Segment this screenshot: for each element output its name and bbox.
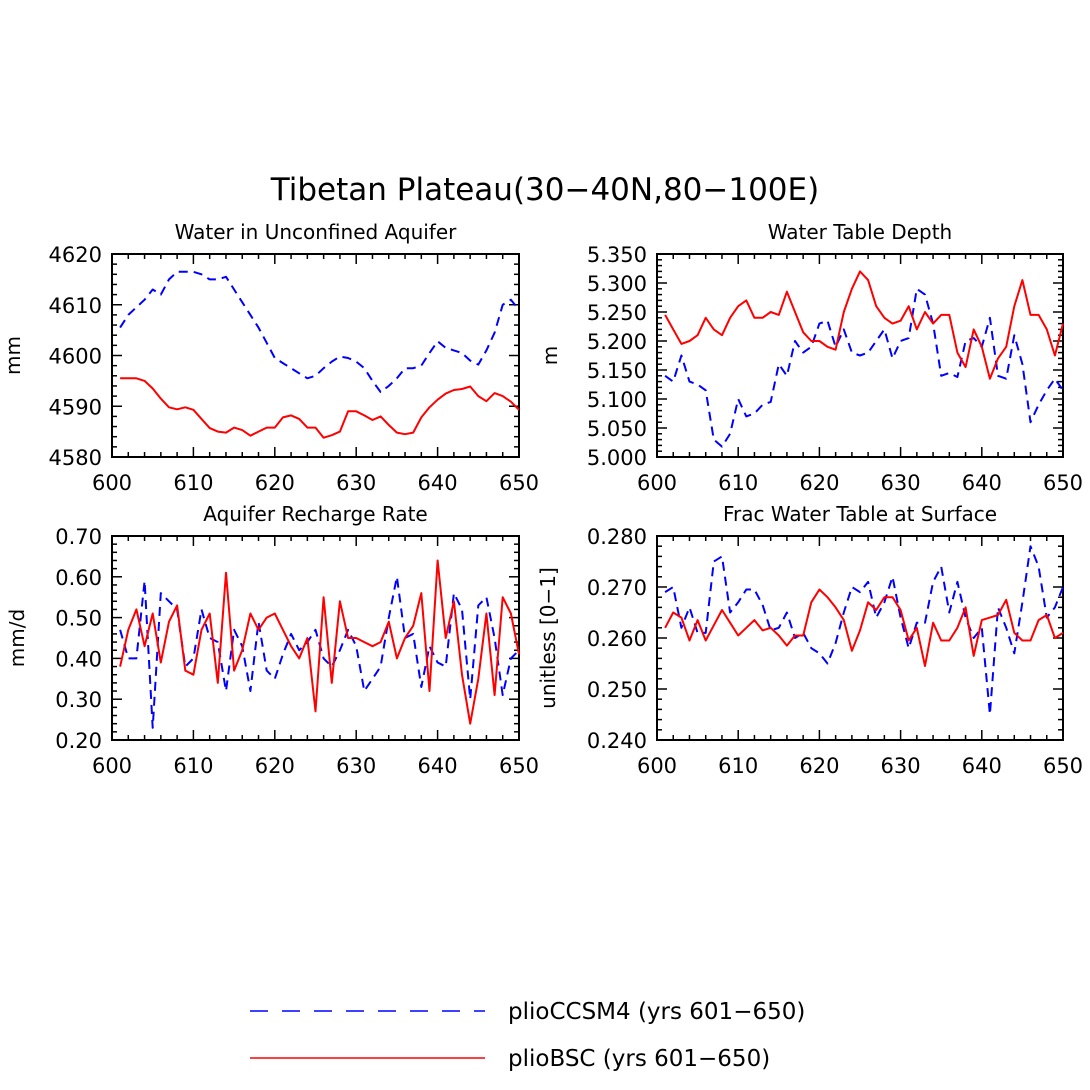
y-tick-label: 5.000 (587, 446, 647, 470)
y-tick-label: 4580 (49, 446, 102, 470)
x-tick-label: 620 (255, 471, 295, 495)
y-tick-label: 0.60 (55, 566, 102, 590)
legend-label: plioBSC (yrs 601−650) (508, 1046, 770, 1072)
figure-title: Tibetan Plateau(30−40N,80−100E) (270, 172, 819, 208)
plot-frame (111, 535, 520, 741)
x-tick-label: 630 (336, 471, 376, 495)
y-tick-label: 5.300 (587, 272, 647, 296)
x-tick-label: 630 (881, 471, 921, 495)
y-tick-label: 0.250 (587, 678, 647, 702)
series-line-plioBSC (664, 270, 1064, 380)
x-tick-label: 610 (173, 754, 213, 778)
x-tick-label: 650 (1043, 754, 1083, 778)
y-tick-label: 5.150 (587, 359, 647, 383)
series-line-plioBSC (119, 559, 520, 725)
legend-label: plioCCSM4 (yrs 601−650) (508, 999, 805, 1025)
plot-frame (656, 253, 1064, 458)
y-tick-label: 4610 (49, 294, 102, 318)
series-line-plioCCSM4 (119, 270, 520, 393)
x-tick-label: 620 (799, 754, 839, 778)
x-tick-label: 640 (962, 471, 1002, 495)
x-tick-label: 630 (881, 754, 921, 778)
y-tick-label: 0.240 (587, 729, 647, 753)
y-tick-label: 4600 (49, 345, 102, 369)
legend-item: plioBSC (yrs 601−650) (250, 1046, 770, 1072)
panel-3: Aquifer Recharge Rate mm/d 600 610 620 630 640… (5, 502, 539, 778)
x-tick-label: 610 (173, 471, 213, 495)
y-tick-label: 5.050 (587, 417, 647, 441)
panel-2: Water Table Depth m 600 610 620 630 640 650 5.00… (538, 220, 1083, 495)
y-tick-label: 0.260 (587, 627, 647, 651)
panel-title: Water in Unconfined Aquifer (175, 220, 458, 244)
panel-title: Water Table Depth (768, 220, 952, 244)
y-tick-label: 4590 (49, 395, 102, 419)
panel-title: Aquifer Recharge Rate (203, 502, 428, 526)
y-tick-label: 0.30 (55, 688, 102, 712)
series-line-plioBSC (120, 377, 520, 439)
y-axis-label: mm/d (5, 609, 29, 667)
y-tick-label: 4620 (49, 243, 102, 267)
y-tick-label: 0.50 (55, 607, 102, 631)
y-tick-label: 0.280 (587, 525, 647, 549)
x-tick-label: 650 (499, 471, 539, 495)
x-tick-label: 620 (799, 471, 839, 495)
y-tick-label: 5.100 (587, 388, 647, 412)
y-tick-label: 0.20 (55, 729, 102, 753)
x-tick-label: 600 (92, 754, 132, 778)
plot-frame (111, 253, 520, 458)
y-tick-label: 5.250 (587, 301, 647, 325)
y-tick-label: 0.270 (587, 576, 647, 600)
plot-frame (656, 535, 1064, 741)
x-tick-label: 610 (718, 471, 758, 495)
x-tick-label: 610 (718, 754, 758, 778)
legend: plioCCSM4 (yrs 601−650) plioBSC (yrs 601−… (250, 999, 805, 1072)
x-tick-label: 640 (962, 754, 1002, 778)
x-tick-label: 640 (418, 754, 458, 778)
x-tick-label: 640 (418, 471, 458, 495)
y-tick-label: 0.70 (55, 525, 102, 549)
series-line-plioCCSM4 (664, 287, 1064, 448)
panel-1: Water in Unconfined Aquifer mm 600 610 620 63… (1, 220, 539, 495)
x-tick-label: 600 (92, 471, 132, 495)
y-axis-label: mm (1, 336, 25, 375)
series-line-plioBSC (664, 588, 1064, 667)
y-axis-label: unitless [0−1] (536, 567, 560, 709)
panel-4: Frac Water Table at Surface unitless [0−1… (536, 502, 1083, 778)
x-tick-label: 600 (637, 754, 677, 778)
y-axis-label: m (538, 346, 562, 365)
panel-title: Frac Water Table at Surface (723, 502, 997, 526)
x-tick-label: 620 (255, 754, 295, 778)
x-tick-label: 650 (1043, 471, 1083, 495)
series-line-plioCCSM4 (664, 545, 1064, 716)
x-tick-label: 630 (336, 754, 376, 778)
y-tick-label: 0.40 (55, 647, 102, 671)
x-tick-label: 650 (499, 754, 539, 778)
y-tick-label: 5.200 (587, 330, 647, 354)
panels-group: Water in Unconfined Aquifer mm 600 610 620 63… (1, 220, 1083, 778)
legend-item: plioCCSM4 (yrs 601−650) (250, 999, 805, 1025)
x-tick-label: 600 (637, 471, 677, 495)
y-tick-label: 5.350 (587, 243, 647, 267)
